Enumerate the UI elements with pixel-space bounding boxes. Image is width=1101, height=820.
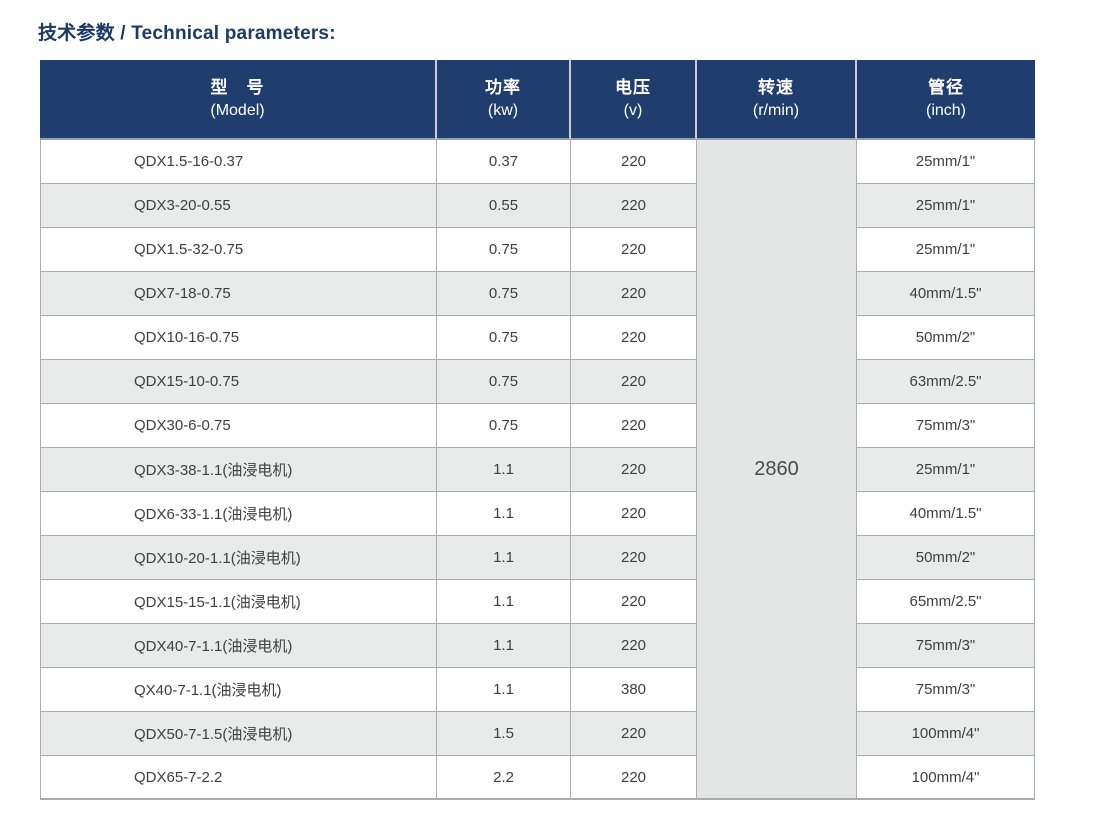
- table-row: QDX15-15-1.1(油浸电机) 1.1 220 65mm/2.5": [40, 580, 1035, 624]
- table-row: QDX10-16-0.75 0.75 220 50mm/2": [40, 316, 1035, 360]
- model-cell: QDX1.5-32-0.75: [40, 228, 437, 272]
- header-pipe-en: (inch): [925, 102, 966, 119]
- pipe-cell: 50mm/2": [857, 536, 1035, 580]
- power-cell: 1.1: [437, 624, 571, 668]
- power-cell: 0.75: [437, 360, 571, 404]
- voltage-cell: 220: [571, 536, 697, 580]
- header-cell-speed: 转速 (r/min): [697, 60, 857, 140]
- model-cell: QDX15-15-1.1(油浸电机): [40, 580, 437, 624]
- table-row: QX40-7-1.1(油浸电机) 1.1 380 75mm/3": [40, 668, 1035, 712]
- power-cell: 1.5: [437, 712, 571, 756]
- power-cell: 0.75: [437, 404, 571, 448]
- table-row: QDX1.5-32-0.75 0.75 220 25mm/1": [40, 228, 1035, 272]
- header-model-zh: 型 号: [210, 78, 265, 97]
- model-cell: QDX15-10-0.75: [40, 360, 437, 404]
- technical-parameters-table: 型 号 (Model) 功率 (kw) 电压 (v) 转速 (r/min) 管径: [40, 60, 1035, 800]
- voltage-cell: 220: [571, 272, 697, 316]
- power-cell: 1.1: [437, 492, 571, 536]
- voltage-cell: 220: [571, 228, 697, 272]
- pipe-cell: 25mm/1": [857, 228, 1035, 272]
- power-cell: 1.1: [437, 668, 571, 712]
- table-header: 型 号 (Model) 功率 (kw) 电压 (v) 转速 (r/min) 管径: [40, 60, 1035, 140]
- power-cell: 0.75: [437, 272, 571, 316]
- header-cell-pipe: 管径 (inch): [857, 60, 1035, 140]
- model-cell: QDX40-7-1.1(油浸电机): [40, 624, 437, 668]
- power-cell: 2.2: [437, 756, 571, 800]
- header-speed-zh: 转速: [758, 78, 794, 97]
- pipe-cell: 40mm/1.5": [857, 492, 1035, 536]
- header-cell-voltage: 电压 (v): [571, 60, 697, 140]
- table-row: QDX1.5-16-0.37 0.37 220 2860 25mm/1": [40, 140, 1035, 800]
- pipe-cell: 65mm/2.5": [857, 580, 1035, 624]
- table-row: QDX7-18-0.75 0.75 220 40mm/1.5": [40, 272, 1035, 316]
- voltage-cell: 220: [571, 712, 697, 756]
- power-cell: 0.75: [437, 316, 571, 360]
- power-cell: 0.75: [437, 228, 571, 272]
- model-cell: QDX3-20-0.55: [40, 184, 437, 228]
- table-row: QDX10-20-1.1(油浸电机) 1.1 220 50mm/2": [40, 536, 1035, 580]
- header-speed-en: (r/min): [752, 102, 800, 119]
- header-model-en: (Model): [210, 102, 265, 119]
- power-cell: 0.37: [437, 140, 571, 184]
- model-cell: QDX3-38-1.1(油浸电机): [40, 448, 437, 492]
- model-cell: QDX10-16-0.75: [40, 316, 437, 360]
- model-cell: QDX65-7-2.2: [40, 756, 437, 800]
- table-row: QDX50-7-1.5(油浸电机) 1.5 220 100mm/4": [40, 712, 1035, 756]
- voltage-cell: 220: [571, 448, 697, 492]
- table-row: QDX3-38-1.1(油浸电机) 1.1 220 25mm/1": [40, 448, 1035, 492]
- page-title: 技术参数 / Technical parameters:: [38, 23, 336, 44]
- voltage-cell: 220: [571, 580, 697, 624]
- pipe-cell: 75mm/3": [857, 404, 1035, 448]
- power-cell: 1.1: [437, 448, 571, 492]
- voltage-cell: 220: [571, 624, 697, 668]
- header-voltage-zh: 电压: [615, 78, 651, 97]
- table-row: QDX30-6-0.75 0.75 220 75mm/3": [40, 404, 1035, 448]
- pipe-cell: 63mm/2.5": [857, 360, 1035, 404]
- model-cell: QDX7-18-0.75: [40, 272, 437, 316]
- model-cell: QDX30-6-0.75: [40, 404, 437, 448]
- header-power-zh: 功率: [485, 78, 521, 97]
- voltage-cell: 220: [571, 140, 697, 184]
- voltage-cell: 220: [571, 404, 697, 448]
- pipe-cell: 25mm/1": [857, 140, 1035, 184]
- pipe-cell: 40mm/1.5": [857, 272, 1035, 316]
- power-cell: 0.55: [437, 184, 571, 228]
- model-cell: QX40-7-1.1(油浸电机): [40, 668, 437, 712]
- pipe-cell: 100mm/4": [857, 712, 1035, 756]
- model-cell: QDX10-20-1.1(油浸电机): [40, 536, 437, 580]
- voltage-cell: 220: [571, 316, 697, 360]
- voltage-cell: 380: [571, 668, 697, 712]
- table-row: QDX15-10-0.75 0.75 220 63mm/2.5": [40, 360, 1035, 404]
- header-cell-power: 功率 (kw): [437, 60, 571, 140]
- model-cell: QDX50-7-1.5(油浸电机): [40, 712, 437, 756]
- voltage-cell: 220: [571, 184, 697, 228]
- table-body: QDX1.5-16-0.37 0.37 220 2860 25mm/1" QDX…: [40, 140, 1035, 800]
- page: 技术参数 / Technical parameters: 型 号 (Model)…: [38, 23, 1035, 800]
- table-row: QDX40-7-1.1(油浸电机) 1.1 220 75mm/3": [40, 624, 1035, 668]
- voltage-cell: 220: [571, 360, 697, 404]
- pipe-cell: 25mm/1": [857, 448, 1035, 492]
- pipe-cell: 25mm/1": [857, 184, 1035, 228]
- pipe-cell: 50mm/2": [857, 316, 1035, 360]
- header-voltage-en: (v): [623, 102, 643, 119]
- header-pipe-zh: 管径: [928, 78, 964, 97]
- model-cell: QDX1.5-16-0.37: [40, 140, 437, 184]
- pipe-cell: 75mm/3": [857, 668, 1035, 712]
- pipe-cell: 100mm/4": [857, 756, 1035, 800]
- voltage-cell: 220: [571, 756, 697, 800]
- pipe-cell: 75mm/3": [857, 624, 1035, 668]
- table-row: QDX3-20-0.55 0.55 220 25mm/1": [40, 184, 1035, 228]
- voltage-cell: 220: [571, 492, 697, 536]
- table-row: QDX6-33-1.1(油浸电机) 1.1 220 40mm/1.5": [40, 492, 1035, 536]
- header-power-en: (kw): [487, 102, 519, 119]
- power-cell: 1.1: [437, 536, 571, 580]
- header-cell-model: 型 号 (Model): [40, 60, 437, 140]
- model-cell: QDX6-33-1.1(油浸电机): [40, 492, 437, 536]
- speed-merged-cell: 2860: [697, 140, 857, 800]
- table-row: QDX65-7-2.2 2.2 220 100mm/4": [40, 756, 1035, 800]
- power-cell: 1.1: [437, 580, 571, 624]
